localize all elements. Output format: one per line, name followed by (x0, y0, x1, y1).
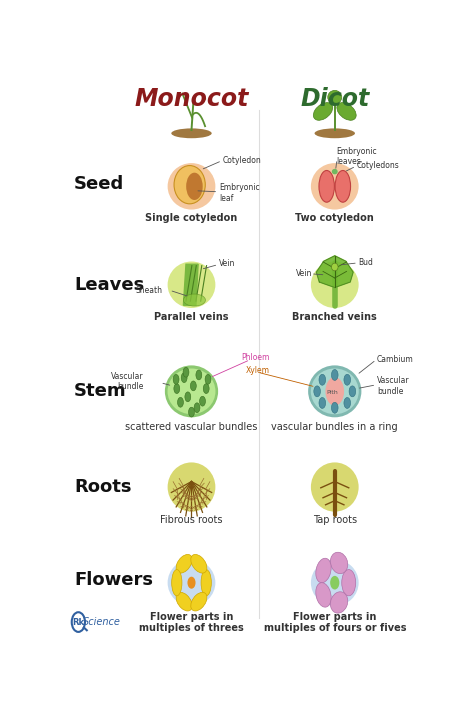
Text: Cotyledons: Cotyledons (357, 161, 400, 170)
Ellipse shape (335, 170, 351, 202)
Ellipse shape (326, 377, 344, 405)
Ellipse shape (181, 373, 187, 383)
Text: Roots: Roots (74, 478, 131, 496)
Ellipse shape (205, 374, 211, 384)
Text: Science: Science (82, 617, 120, 627)
Ellipse shape (189, 408, 194, 417)
Ellipse shape (349, 386, 356, 397)
Ellipse shape (308, 366, 361, 417)
Ellipse shape (168, 462, 215, 512)
Ellipse shape (311, 462, 359, 512)
Text: Embryonic
leaves: Embryonic leaves (337, 146, 377, 166)
Ellipse shape (330, 576, 339, 589)
Ellipse shape (183, 294, 205, 306)
Ellipse shape (173, 374, 179, 384)
Ellipse shape (168, 163, 215, 209)
Ellipse shape (311, 163, 359, 209)
Text: Vein: Vein (219, 259, 236, 268)
Ellipse shape (201, 569, 211, 596)
Text: Rk: Rk (73, 618, 84, 626)
Ellipse shape (330, 591, 348, 613)
Polygon shape (183, 264, 198, 305)
Ellipse shape (196, 370, 202, 380)
Ellipse shape (174, 165, 205, 204)
Ellipse shape (319, 374, 326, 386)
Ellipse shape (319, 398, 326, 408)
Ellipse shape (186, 173, 203, 200)
Ellipse shape (200, 396, 205, 406)
Text: Vascular
bundle: Vascular bundle (377, 376, 410, 395)
Ellipse shape (332, 169, 337, 175)
Ellipse shape (311, 368, 359, 414)
Ellipse shape (183, 367, 189, 377)
Ellipse shape (191, 592, 207, 611)
Text: Stem: Stem (74, 383, 127, 400)
Text: Bud: Bud (359, 258, 374, 268)
Text: Flowers: Flowers (74, 571, 153, 589)
Text: Branched veins: Branched veins (292, 312, 377, 322)
Text: Sheath: Sheath (135, 285, 162, 295)
Ellipse shape (311, 261, 359, 308)
Text: Vein: Vein (296, 269, 312, 278)
Text: scattered vascular bundles: scattered vascular bundles (125, 422, 258, 432)
Ellipse shape (187, 577, 196, 589)
Ellipse shape (313, 103, 333, 120)
Text: Two cotyledon: Two cotyledon (295, 213, 374, 224)
Ellipse shape (203, 383, 209, 393)
Ellipse shape (342, 569, 356, 596)
Ellipse shape (194, 403, 200, 413)
Ellipse shape (191, 555, 207, 573)
Text: Phloem: Phloem (242, 353, 270, 362)
Ellipse shape (168, 559, 215, 606)
Text: Single cotyledon: Single cotyledon (146, 213, 237, 224)
Ellipse shape (331, 403, 338, 413)
Ellipse shape (165, 366, 218, 417)
Ellipse shape (176, 592, 192, 611)
Ellipse shape (316, 558, 331, 583)
Text: Parallel veins: Parallel veins (154, 312, 229, 322)
Ellipse shape (330, 552, 348, 574)
Text: Flower parts in
multiples of threes: Flower parts in multiples of threes (139, 611, 244, 633)
Text: Vascular
bundle: Vascular bundle (111, 372, 144, 391)
Ellipse shape (171, 129, 212, 138)
Ellipse shape (172, 569, 182, 596)
Ellipse shape (328, 90, 342, 104)
Ellipse shape (191, 381, 196, 391)
Text: Embryonic
leaf: Embryonic leaf (219, 183, 260, 202)
Ellipse shape (315, 129, 355, 138)
Text: Pith: Pith (326, 390, 337, 395)
Ellipse shape (174, 383, 180, 393)
Ellipse shape (316, 583, 331, 607)
Ellipse shape (337, 103, 356, 120)
Text: Dicot: Dicot (300, 87, 369, 111)
Text: Flower parts in
multiples of fours or fives: Flower parts in multiples of fours or fi… (264, 611, 406, 633)
Ellipse shape (167, 368, 216, 414)
Text: Seed: Seed (74, 175, 124, 192)
Ellipse shape (168, 261, 215, 308)
Ellipse shape (176, 555, 192, 573)
Text: vascular bundles in a ring: vascular bundles in a ring (272, 422, 398, 432)
Ellipse shape (344, 398, 351, 408)
Ellipse shape (311, 559, 359, 606)
Text: Xylem: Xylem (246, 366, 270, 375)
Ellipse shape (344, 374, 351, 386)
Ellipse shape (331, 263, 338, 271)
Polygon shape (316, 256, 353, 288)
Text: Cotyledon: Cotyledon (223, 155, 262, 165)
Text: Fibrous roots: Fibrous roots (160, 515, 223, 525)
Ellipse shape (178, 398, 183, 408)
Text: Monocot: Monocot (134, 87, 249, 111)
Ellipse shape (331, 369, 338, 381)
Text: Cambium: Cambium (377, 355, 414, 364)
Text: Leaves: Leaves (74, 275, 144, 294)
Ellipse shape (185, 392, 191, 402)
Ellipse shape (319, 170, 334, 202)
Text: Tap roots: Tap roots (313, 515, 357, 525)
Ellipse shape (314, 386, 320, 397)
